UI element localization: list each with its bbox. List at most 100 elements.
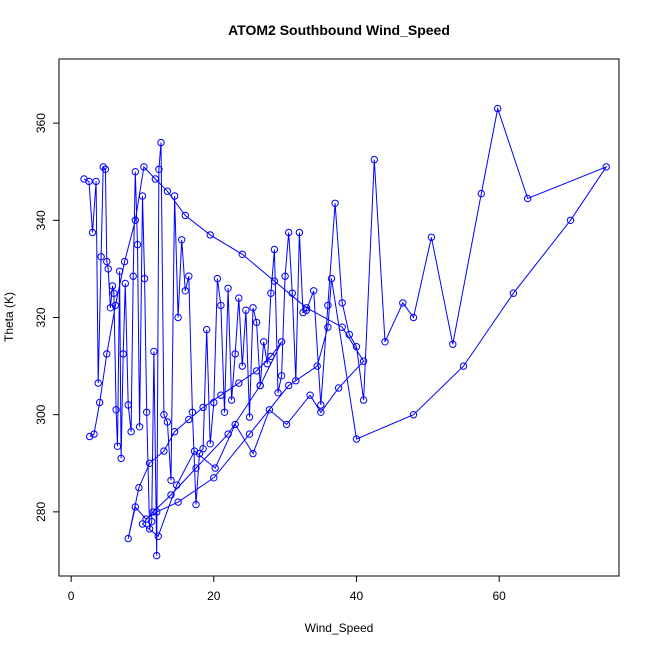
data-point	[185, 272, 193, 280]
data-point	[256, 381, 264, 390]
data-point	[245, 430, 254, 438]
data-point	[427, 233, 436, 242]
x-tick-label: 0	[68, 589, 75, 603]
data-point	[211, 464, 219, 472]
data-point	[138, 520, 147, 528]
data-point	[267, 352, 275, 361]
data-point	[331, 199, 339, 208]
data-point	[103, 350, 111, 358]
series-line	[83, 106, 608, 556]
data-point	[112, 406, 120, 414]
data-point	[131, 168, 140, 176]
data-point	[285, 228, 293, 237]
data-point	[94, 379, 102, 387]
data-point	[170, 428, 179, 436]
y-tick-label: 340	[34, 210, 48, 230]
data-point	[145, 525, 154, 533]
data-point	[249, 449, 257, 458]
data-point	[206, 231, 214, 239]
data-point	[235, 294, 243, 302]
data-point	[142, 515, 150, 523]
data-point	[267, 289, 275, 297]
data-point	[167, 476, 175, 484]
data-point	[317, 401, 325, 409]
data-point	[302, 304, 311, 312]
data-point	[129, 272, 137, 280]
data-point	[459, 362, 468, 370]
data-point	[88, 228, 97, 237]
data-point	[153, 508, 161, 516]
data-point	[324, 301, 332, 310]
data-point	[249, 304, 257, 312]
data-point	[131, 503, 140, 511]
data-point	[324, 323, 332, 331]
data-point	[110, 289, 118, 297]
data-point	[117, 454, 125, 463]
data-point	[96, 398, 104, 407]
data-point	[345, 330, 353, 339]
data-point	[220, 408, 229, 416]
data-point	[282, 420, 291, 429]
data-point	[192, 464, 200, 472]
data-point	[494, 104, 502, 113]
data-point	[127, 428, 135, 436]
data-point	[524, 194, 532, 203]
x-axis-label: Wind_Speed	[305, 621, 374, 635]
data-point	[338, 323, 346, 331]
data-point	[224, 430, 232, 438]
data-point	[135, 423, 144, 431]
data-point	[157, 138, 165, 147]
data-point	[151, 175, 160, 183]
data-point	[277, 338, 286, 346]
data-point	[140, 163, 148, 171]
data-point	[270, 245, 279, 254]
data-point	[242, 306, 250, 314]
data-point	[108, 282, 117, 290]
data-point	[238, 362, 247, 370]
data-point	[101, 165, 110, 174]
data-point	[306, 391, 314, 399]
data-point	[224, 284, 232, 292]
data-point	[252, 318, 261, 327]
data-point	[188, 408, 197, 416]
data-point	[231, 420, 239, 429]
y-tick-label: 360	[34, 113, 48, 133]
data-point	[210, 398, 218, 407]
data-point	[285, 381, 293, 390]
data-point	[92, 177, 100, 186]
data-point	[602, 163, 610, 171]
data-point	[359, 396, 368, 404]
data-point	[217, 391, 225, 399]
data-point	[270, 277, 279, 285]
y-tick-label: 300	[34, 404, 48, 424]
data-point	[133, 240, 142, 249]
data-point	[192, 500, 200, 509]
data-point	[381, 338, 389, 346]
data-point	[185, 415, 193, 424]
data-point	[99, 163, 107, 171]
data-point	[167, 491, 175, 499]
data-point	[327, 274, 336, 283]
data-point	[399, 299, 407, 307]
data-point	[245, 413, 254, 421]
data-point	[235, 379, 243, 387]
data-point	[274, 389, 282, 397]
data-point	[143, 408, 151, 416]
data-point	[174, 498, 182, 506]
data-point	[292, 377, 300, 385]
data-point	[334, 384, 343, 392]
data-point	[338, 299, 346, 307]
data-point	[210, 474, 218, 482]
data-point	[104, 265, 112, 273]
x-tick-label: 20	[207, 589, 221, 603]
data-point	[277, 372, 286, 380]
data-point	[155, 165, 163, 174]
data-point	[119, 350, 127, 358]
data-point	[302, 306, 311, 314]
data-point	[181, 287, 190, 295]
data-point	[206, 440, 214, 448]
y-axis-label: Theta (K)	[2, 292, 16, 342]
data-point	[131, 216, 140, 225]
data-point	[370, 155, 378, 164]
data-point	[199, 445, 207, 453]
